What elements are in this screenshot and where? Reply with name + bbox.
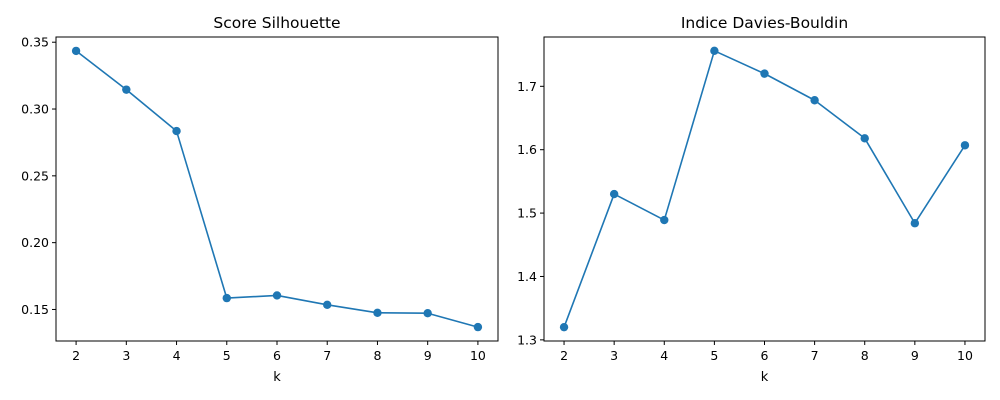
davies-bouldin-y-tick-label: 1.5 xyxy=(517,206,537,221)
davies-bouldin-x-tick-label: 8 xyxy=(861,348,869,363)
davies-bouldin-plot-frame xyxy=(543,36,986,342)
silhouette-y-tick-label: 0.25 xyxy=(21,168,49,183)
davies-bouldin-data-point xyxy=(760,69,769,78)
silhouette-x-tick-label: 5 xyxy=(223,348,231,363)
davies-bouldin-x-tick-label: 5 xyxy=(710,348,718,363)
silhouette-data-point xyxy=(172,126,181,136)
silhouette-x-tick-label: 2 xyxy=(72,348,80,363)
silhouette-y-tick-label: 0.20 xyxy=(21,235,49,250)
silhouette-y-tick-label: 0.15 xyxy=(21,302,49,317)
silhouette-title: Score Silhouette xyxy=(213,14,340,32)
silhouette-data-point xyxy=(222,293,231,303)
davies-bouldin-y-tick-label: 1.3 xyxy=(517,332,537,347)
davies-bouldin-x-tick-label: 3 xyxy=(610,348,618,363)
davies-bouldin-chart: Indice Davies-Bouldin 2 3 4 5 6 7 8 9 10 1.3 1.4 1.5… xyxy=(517,14,986,385)
davies-bouldin-x-tick-label: 6 xyxy=(761,348,769,363)
davies-bouldin-y-tick-label: 1.6 xyxy=(517,142,537,157)
davies-bouldin-y-tick-label: 1.4 xyxy=(517,269,537,284)
davies-bouldin-series-line xyxy=(563,50,966,328)
silhouette-x-tick-label: 3 xyxy=(122,348,130,363)
davies-bouldin-data-point xyxy=(609,189,619,199)
davies-bouldin-data-point xyxy=(710,46,719,56)
davies-bouldin-x-axis-label: k xyxy=(761,370,769,385)
silhouette-data-point xyxy=(122,85,131,94)
silhouette-data-point xyxy=(272,291,282,300)
davies-bouldin-data-point xyxy=(910,219,920,228)
silhouette-x-tick-label: 6 xyxy=(273,348,281,363)
davies-bouldin-x-tick-label: 2 xyxy=(560,348,568,363)
davies-bouldin-data-point xyxy=(810,96,819,105)
silhouette-data-point xyxy=(473,322,483,332)
silhouette-y-tick-label: 0.35 xyxy=(21,35,49,50)
davies-bouldin-x-tick-label: 4 xyxy=(660,348,668,363)
davies-bouldin-title: Indice Davies-Bouldin xyxy=(681,14,848,32)
davies-bouldin-data-point xyxy=(660,215,669,225)
silhouette-x-tick-label: 8 xyxy=(373,348,381,363)
davies-bouldin-data-point xyxy=(960,141,970,150)
davies-bouldin-x-tick-label: 7 xyxy=(811,348,819,363)
davies-bouldin-y-tick-label: 1.7 xyxy=(517,79,537,94)
silhouette-x-axis-label: k xyxy=(273,370,281,385)
silhouette-score-chart: Score Silhouette 2 3 4 5 6 7 8 9 10 0.15 0.20 0.25 0.… xyxy=(21,14,499,385)
silhouette-x-tick-label: 7 xyxy=(323,348,331,363)
davies-bouldin-x-tick-label: 10 xyxy=(957,348,973,363)
silhouette-data-point xyxy=(323,300,332,309)
silhouette-data-point xyxy=(423,309,432,318)
silhouette-x-tick-label: 9 xyxy=(424,348,432,363)
davies-bouldin-data-point xyxy=(559,322,569,332)
silhouette-x-tick-label: 10 xyxy=(470,348,486,363)
silhouette-data-point xyxy=(71,46,81,56)
davies-bouldin-data-point xyxy=(860,134,869,143)
silhouette-plot-frame xyxy=(55,36,499,342)
silhouette-series-line xyxy=(75,50,479,328)
davies-bouldin-x-tick-label: 9 xyxy=(911,348,919,363)
silhouette-x-tick-label: 4 xyxy=(173,348,181,363)
silhouette-data-point xyxy=(373,308,382,318)
silhouette-y-tick-label: 0.30 xyxy=(21,102,49,117)
